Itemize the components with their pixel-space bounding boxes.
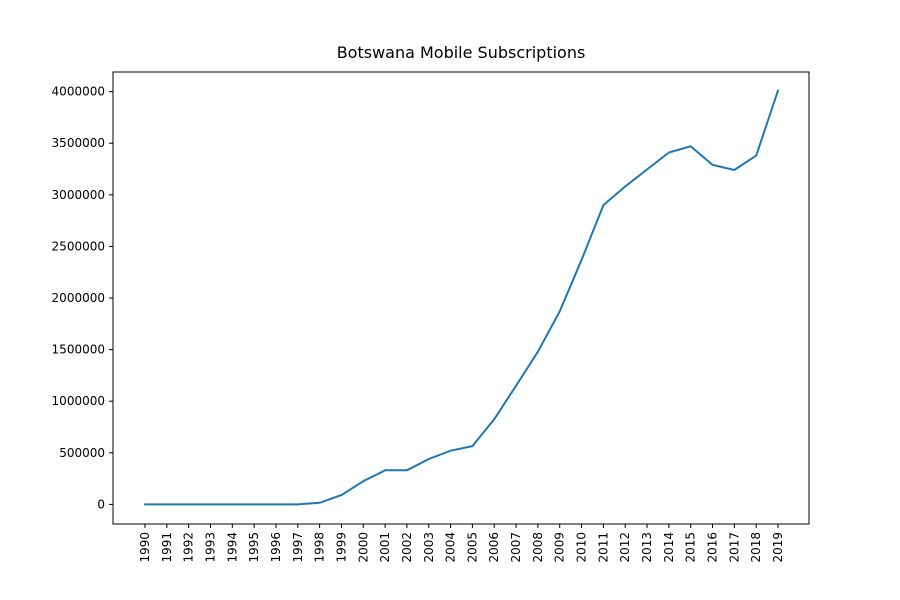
x-tick-label: 1992: [182, 532, 196, 563]
x-tick-label: 1999: [334, 532, 348, 563]
x-tick-label: 2002: [400, 532, 414, 563]
x-tick-label: 2019: [771, 532, 785, 563]
x-tick-label: 2012: [618, 532, 632, 563]
x-tick-label: 2007: [509, 532, 523, 563]
x-tick-label: 2016: [706, 532, 720, 563]
x-tick-label: 2014: [662, 532, 676, 563]
x-tick-label: 1990: [138, 532, 152, 563]
x-tick-label: 1991: [160, 532, 174, 563]
x-tick-label: 2008: [531, 532, 545, 563]
chart-title: Botswana Mobile Subscriptions: [337, 43, 586, 62]
x-tick-label: 1995: [247, 532, 261, 563]
x-tick-label: 2000: [356, 532, 370, 563]
y-tick-label: 500000: [59, 446, 105, 460]
x-tick-label: 1994: [225, 532, 239, 563]
x-tick-label: 2013: [640, 532, 654, 563]
y-tick-label: 1500000: [52, 343, 105, 357]
x-tick-label: 2011: [596, 532, 610, 563]
x-tick-label: 2018: [749, 532, 763, 563]
series-line: [144, 89, 779, 506]
y-tick-label: 3500000: [52, 136, 105, 150]
y-tick-label: 4000000: [52, 85, 105, 99]
x-tick-label: 1998: [313, 532, 327, 563]
x-axis: 1990 1991 1992 1993 1994 1995 1996 1997 1998 1999…: [138, 524, 785, 563]
y-tick-label: 2000000: [52, 291, 105, 305]
x-tick-label: 2003: [422, 532, 436, 563]
series-group: [144, 89, 779, 506]
x-tick-label: 2006: [487, 532, 501, 563]
y-axis: 0 500000 1000000 1500000 2000000 2500000 30000…: [52, 85, 113, 511]
x-tick-label: 2010: [575, 532, 589, 563]
x-tick-label: 2015: [684, 532, 698, 563]
x-tick-label: 2009: [553, 532, 567, 563]
x-tick-label: 1996: [269, 532, 283, 563]
y-tick-label: 2500000: [52, 239, 105, 253]
y-tick-label: 0: [97, 497, 105, 511]
y-tick-label: 1000000: [52, 394, 105, 408]
x-tick-label: 2001: [378, 532, 392, 563]
x-tick-label: 1997: [291, 532, 305, 563]
x-tick-label: 2004: [444, 532, 458, 563]
x-tick-label: 2017: [727, 532, 741, 563]
plot-frame: [112, 71, 810, 525]
y-tick-label: 3000000: [52, 188, 105, 202]
x-tick-label: 2005: [465, 532, 479, 563]
x-tick-label: 1993: [203, 532, 217, 563]
